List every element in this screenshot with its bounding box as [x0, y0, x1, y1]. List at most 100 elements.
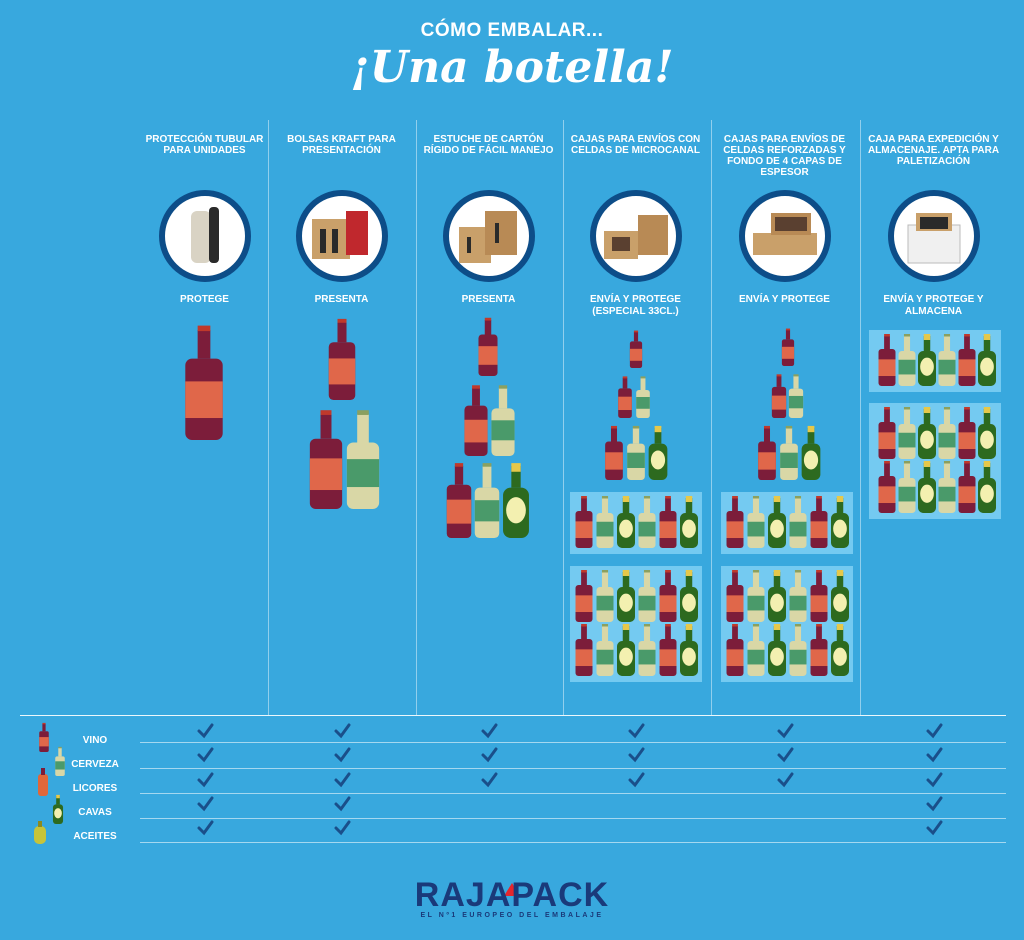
beer-bottle-icon [943, 463, 951, 478]
cava-bottle-icon [836, 498, 844, 513]
table-top-line [20, 715, 1006, 716]
beer-bottle-icon [793, 376, 799, 389]
check-icon [481, 747, 498, 763]
cava-bottle-icon [983, 463, 991, 478]
wine-bottle-icon [785, 330, 791, 340]
cava-bottle-icon [923, 336, 931, 351]
beer-bottle-icon [794, 626, 802, 641]
wine-bottle-icon [622, 378, 628, 389]
cava-bottle-icon [923, 409, 931, 424]
cava-bottle-icon [773, 626, 781, 641]
check-icon [481, 723, 498, 739]
reinforced-box-icon [753, 233, 817, 255]
cava-bottle-icon [622, 498, 630, 513]
logo-accent-icon [504, 883, 520, 896]
cava-bottle-icon [983, 409, 991, 424]
wine-bottle-icon [665, 626, 671, 639]
beer-bottle-icon [785, 428, 793, 444]
beer-bottle-icon [752, 572, 760, 587]
check-icon [926, 820, 943, 836]
beer-bottle-icon [643, 626, 651, 641]
beer-bottle-icon [482, 466, 492, 488]
wine-bottle-icon [964, 463, 970, 476]
beer-bottle-icon [643, 498, 651, 513]
wine-bottle-icon [581, 626, 587, 639]
beer-bottle-icon [498, 388, 508, 409]
wine-bottle-icon [776, 376, 782, 387]
beer-bottle-icon [58, 748, 62, 757]
check-icon [628, 747, 645, 763]
check-icon [777, 747, 794, 763]
beer-bottle-icon [640, 378, 646, 390]
storage-box-icon [907, 224, 961, 264]
beer-bottle-icon [601, 626, 609, 641]
wine-bottle-icon [964, 336, 970, 349]
wine-bottle-icon [816, 626, 822, 639]
row-divider [140, 742, 1006, 743]
wine-bottle-icon [610, 428, 618, 442]
cava-bottle-icon [685, 626, 693, 641]
beer-bottle-icon [943, 409, 951, 424]
column-title: ESTUCHE DE CARTÓN RÍGIDO DE FÁCIL MANEJO [423, 134, 554, 156]
wine-bottle-icon [472, 388, 480, 406]
check-icon [334, 747, 351, 763]
legend-label-beer: CERVEZA [71, 759, 119, 770]
column-cardboard-case: ESTUCHE DE CARTÓN RÍGIDO DE FÁCIL MANEJO… [416, 120, 561, 715]
wine-bottle-icon [454, 466, 464, 485]
rajapack-tagline: EL Nº1 EUROPEO DEL EMBALAJE [420, 912, 604, 919]
column-verb: PRESENTA [461, 294, 516, 305]
wine-bottle-icon [732, 498, 738, 511]
check-icon [334, 796, 351, 812]
kraft-bag-icon [312, 219, 350, 259]
cardboard-case-icon [443, 190, 535, 282]
cava-bottle-icon [654, 428, 662, 444]
column-verb: ENVÍA Y PROTEGE (ESPECIAL 33CL.) [590, 294, 681, 317]
beer-bottle-icon [643, 572, 651, 587]
beer-bottle-icon [794, 498, 802, 513]
beer-bottle-icon [903, 336, 911, 351]
column-verb: ENVÍA Y PROTEGE [739, 294, 830, 305]
legend-label-liquor: LICORES [72, 783, 118, 794]
check-icon [197, 772, 214, 788]
wine-bottle-icon [337, 322, 347, 343]
liquor-bottle-icon [38, 774, 48, 796]
rajapack-logo: RAJAPACK [414, 876, 610, 914]
check-icon [334, 820, 351, 836]
beer-bottle-icon [903, 463, 911, 478]
column-title: CAJA PARA EXPEDICIÓN Y ALMACENAJE. APTA … [867, 134, 1000, 167]
beer-bottle-icon [601, 498, 609, 513]
legend-label-wine: VINO [82, 735, 108, 746]
wine-bottle-icon [484, 320, 492, 335]
column-title: BOLSAS KRAFT PARA PRESENTACIÓN [287, 134, 396, 156]
row-divider [140, 818, 1006, 819]
wine-bottle-icon [320, 414, 332, 439]
check-icon [197, 747, 214, 763]
check-icon [926, 747, 943, 763]
wine-bottle-icon [581, 572, 587, 585]
row-divider [140, 842, 1006, 843]
row-divider [140, 793, 1006, 794]
beer-bottle-icon [632, 428, 640, 444]
column-divider [563, 120, 564, 715]
column-verb: PRESENTA [314, 294, 369, 305]
wine-bottle-icon [964, 409, 970, 422]
wine-bottle-icon [42, 724, 46, 732]
cava-bottle-icon [773, 572, 781, 587]
check-icon [926, 772, 943, 788]
cava-bottle-icon [773, 498, 781, 513]
column-title: CAJAS PARA ENVÍOS DE CELDAS REFORZADAS Y… [723, 134, 846, 178]
check-icon [197, 820, 214, 836]
check-icon [926, 796, 943, 812]
column-verb: PROTEGE [180, 294, 229, 305]
wine-bottle-icon [884, 463, 890, 476]
beer-bottle-icon [903, 409, 911, 424]
column-title: PROTECCIÓN TUBULAR PARA UNIDADES [145, 134, 264, 156]
check-icon [334, 772, 351, 788]
wine-bottle-icon [884, 409, 890, 422]
cava-bottle-icon [685, 572, 693, 587]
row-divider [140, 768, 1006, 769]
check-icon [628, 723, 645, 739]
header-title: ¡Una botella! [350, 42, 674, 93]
beer-bottle-icon [943, 336, 951, 351]
tubular-sleeve-icon [191, 211, 211, 263]
